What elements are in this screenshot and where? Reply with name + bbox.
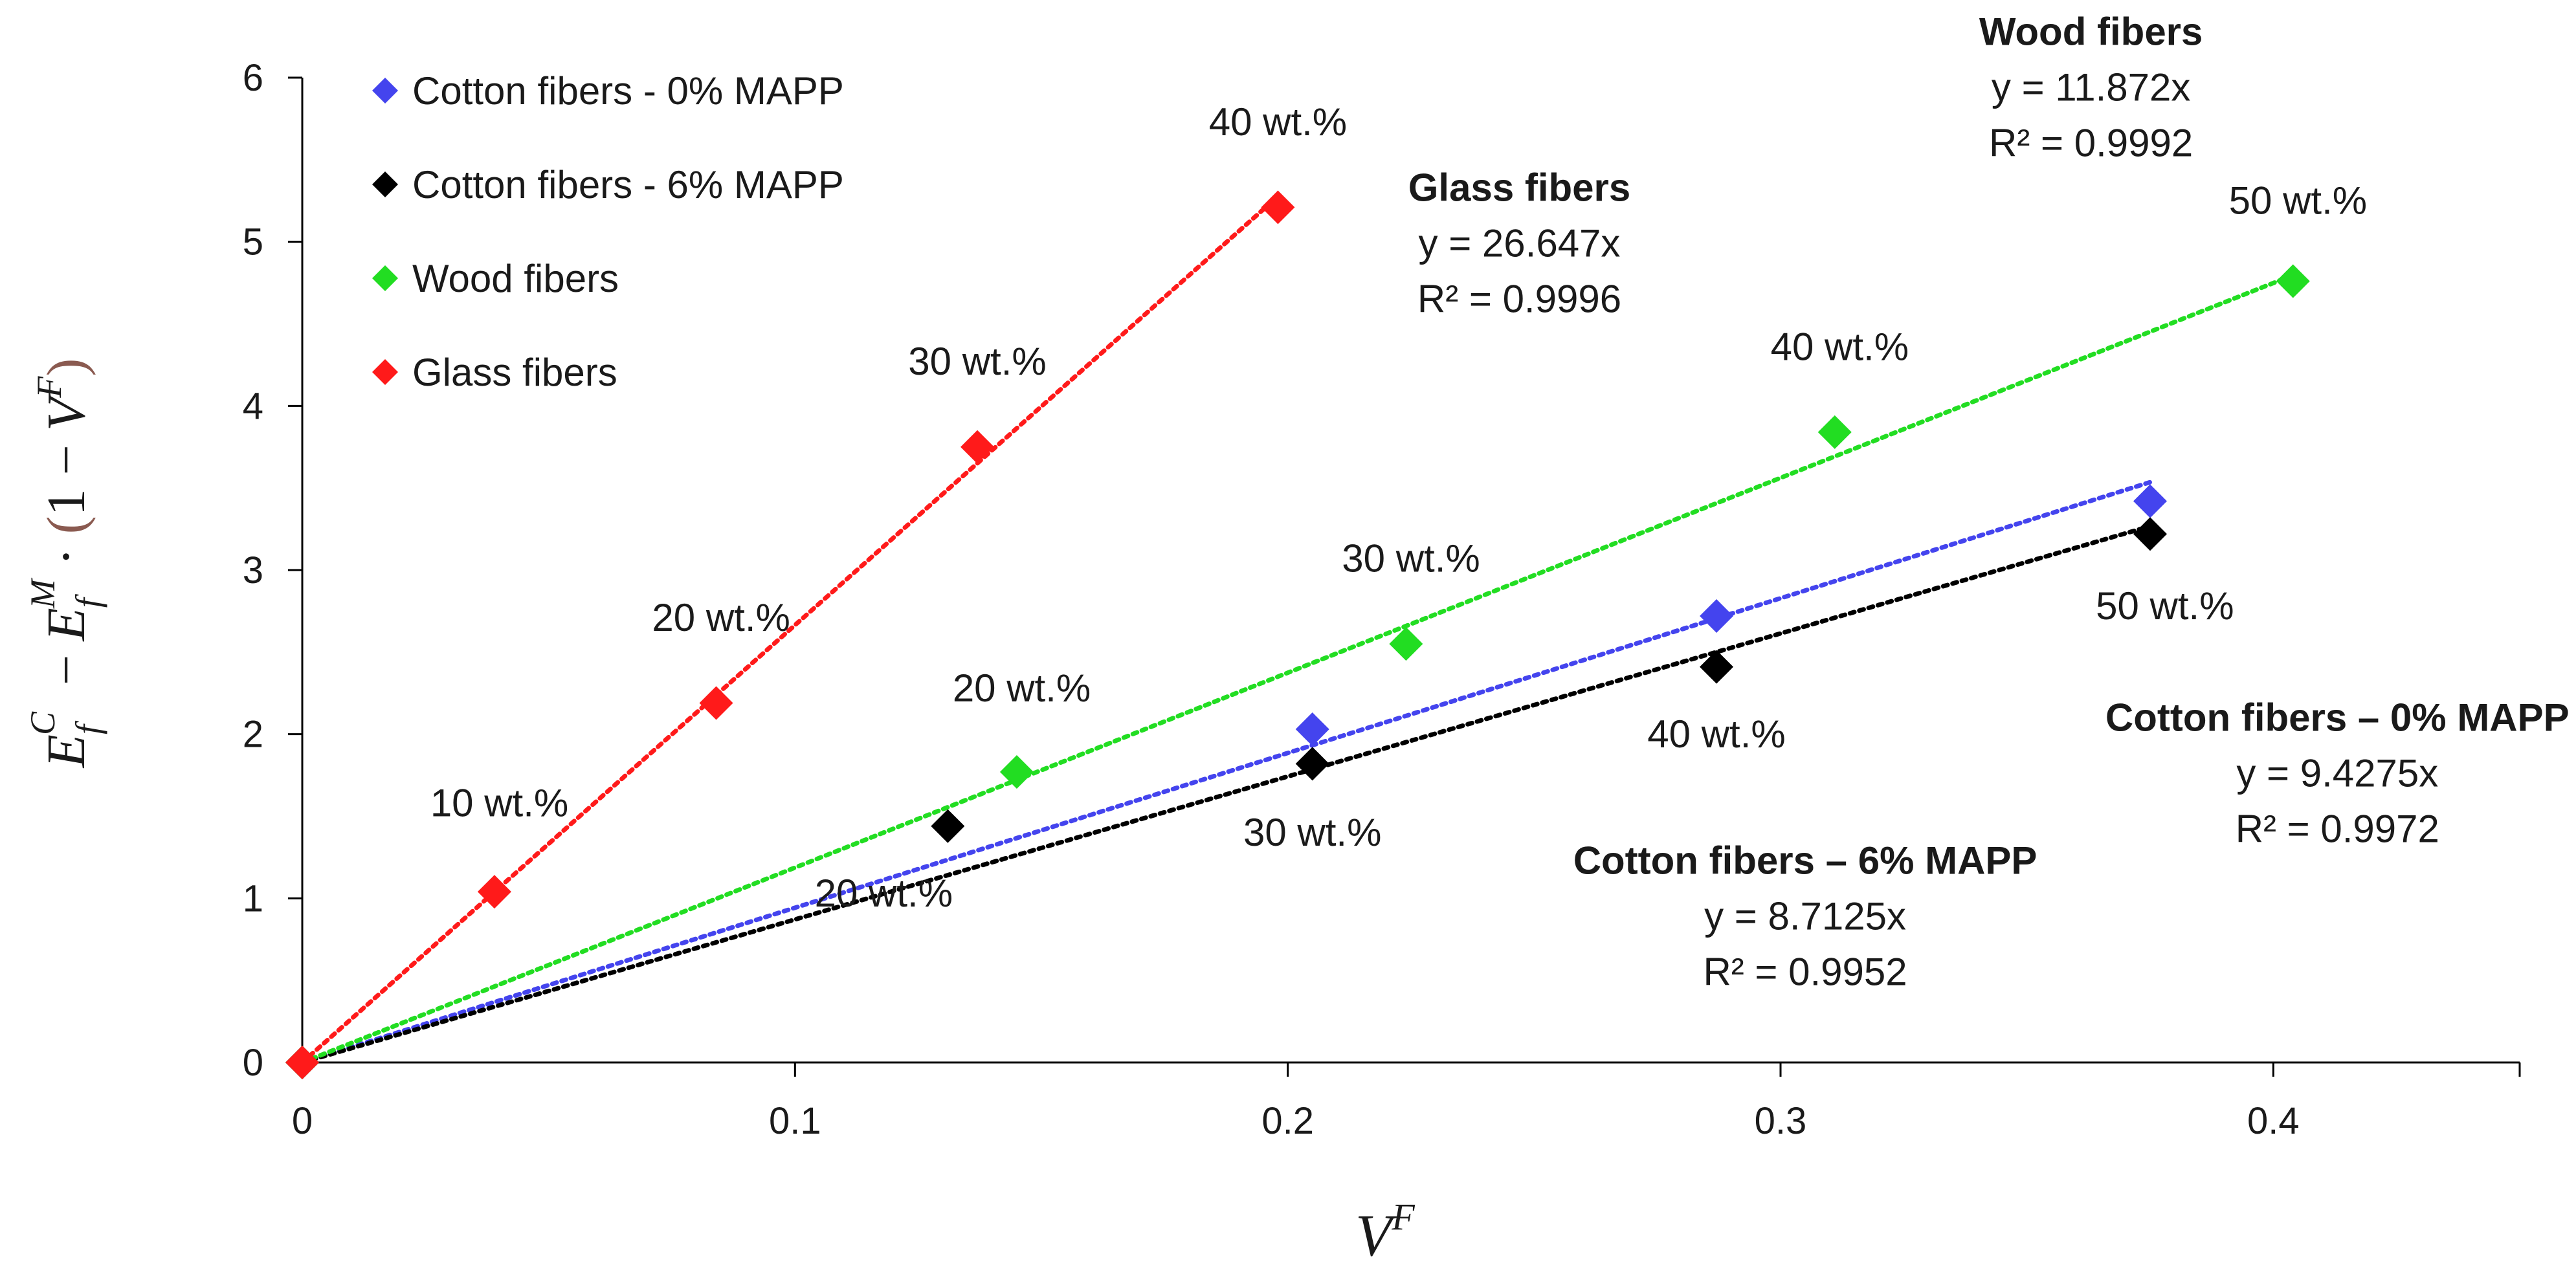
data-point: [1700, 599, 1734, 633]
data-point: [960, 430, 995, 464]
point-label: 50 wt.%: [2096, 584, 2234, 628]
data-point: [1700, 650, 1734, 684]
equation-r2: R² = 0.9952: [1703, 950, 1907, 993]
trendline: [300, 479, 2153, 1065]
y-tick-label: 1: [243, 877, 263, 919]
x-tick-label: 0.3: [1755, 1100, 1807, 1142]
data-point: [1817, 415, 1852, 449]
legend-label: Glass fibers: [412, 351, 617, 394]
point-label: 20 wt.%: [652, 596, 790, 639]
equation-r2: R² = 0.9972: [2236, 808, 2439, 851]
x-tick-label: 0.4: [2247, 1100, 2300, 1142]
data-point: [999, 755, 1034, 789]
legend-label: Cotton fibers - 6% MAPP: [412, 163, 844, 206]
trendlines: [300, 194, 2296, 1065]
legend-marker: [372, 171, 398, 197]
y-tick-label: 4: [243, 385, 263, 427]
equation-formula: y = 9.4275x: [2236, 752, 2438, 795]
point-label: 20 wt.%: [953, 666, 1091, 710]
data-point: [931, 809, 965, 843]
point-label: 40 wt.%: [1771, 325, 1909, 368]
y-tick-label: 6: [243, 57, 263, 99]
equation-r2: R² = 0.9992: [1989, 121, 2193, 164]
svg-text:VF: VF: [1355, 1196, 1415, 1268]
data-point: [2276, 264, 2310, 298]
point-label: 40 wt.%: [1647, 712, 1785, 756]
point-label: 30 wt.%: [1243, 811, 1381, 854]
equation-title: Glass fibers: [1408, 166, 1631, 209]
equation-title: Cotton fibers – 6% MAPP: [1573, 839, 2037, 882]
y-tick-label: 3: [243, 549, 263, 591]
data-point: [1389, 627, 1423, 661]
data-point: [1295, 712, 1329, 747]
equation-formula: y = 11.872x: [1992, 65, 2190, 109]
legend-marker: [372, 265, 398, 291]
legend-label: Wood fibers: [412, 257, 619, 300]
legend-marker: [372, 78, 398, 104]
trendline: [300, 272, 2296, 1065]
equation-r2: R² = 0.9996: [1417, 277, 1621, 320]
point-label: 30 wt.%: [908, 340, 1046, 383]
x-tick-label: 0.1: [769, 1100, 821, 1142]
point-label: 30 wt.%: [1342, 537, 1480, 580]
data-point: [2133, 484, 2167, 518]
y-tick-label: 0: [243, 1042, 263, 1084]
x-axis-label: VF: [1355, 1196, 1415, 1268]
point-label: 40 wt.%: [1209, 100, 1347, 144]
point-label: 50 wt.%: [2229, 179, 2367, 223]
data-point: [1295, 747, 1329, 781]
equation-title: Cotton fibers – 0% MAPP: [2105, 696, 2570, 740]
equation-formula: y = 8.7125x: [1704, 894, 1906, 938]
point-label: 20 wt.%: [815, 872, 953, 915]
data-point: [477, 875, 511, 909]
svg-text:EfC − EfM · (1 − VF): EfC − EfM · (1 − VF): [23, 358, 107, 769]
x-tick-label: 0.2: [1261, 1100, 1314, 1142]
trendline: [300, 194, 1280, 1065]
legend-label: Cotton fibers - 0% MAPP: [412, 69, 844, 113]
data-point: [2133, 517, 2167, 551]
point-labels: 10 wt.% 20 wt.% 30 wt.% 40 wt.% 20 wt.% 30 wt…: [430, 100, 2367, 915]
data-point: [1261, 190, 1295, 225]
legend-marker: [372, 359, 398, 385]
x-tick-label: 0: [292, 1100, 313, 1142]
equation-formula: y = 26.647x: [1419, 221, 1621, 265]
trendline: [300, 523, 2153, 1065]
point-label: 10 wt.%: [430, 782, 568, 825]
equation-title: Wood fibers: [1979, 10, 2203, 53]
axes: 0 1 2 3 4 5 6 0 0.1 0.2 0.3 0.4: [243, 57, 2521, 1142]
y-tick-label: 5: [243, 221, 263, 263]
equation-annotations: Glass fibers y = 26.647x R² = 0.9996 Wood f…: [1408, 10, 2570, 993]
data-points: [285, 190, 2310, 1079]
data-point: [285, 1046, 319, 1079]
legend: Cotton fibers - 0% MAPP Cotton fibers - 6…: [372, 69, 844, 394]
y-tick-label: 2: [243, 714, 263, 756]
y-axis-label: EfC − EfM · (1 − VF): [23, 358, 107, 769]
data-point: [699, 686, 733, 720]
